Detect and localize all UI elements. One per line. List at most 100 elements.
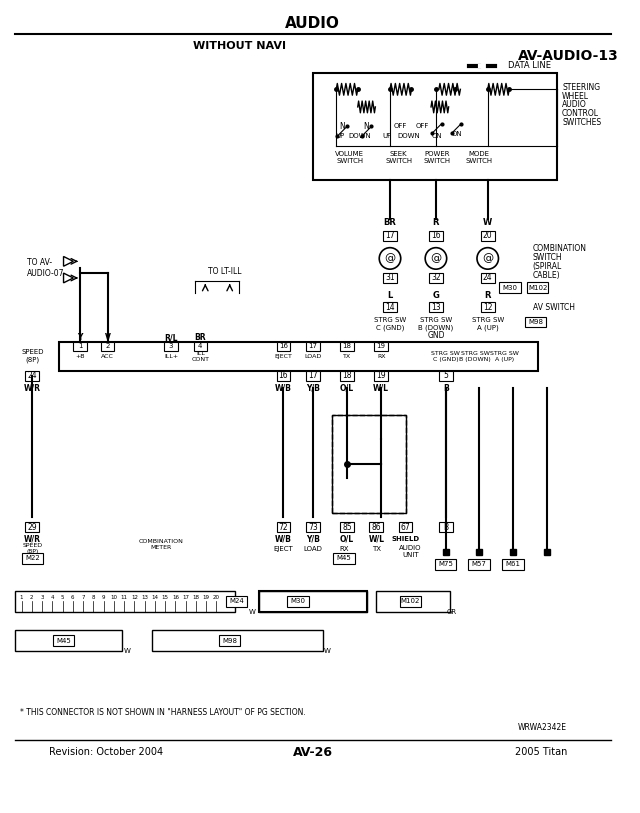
Bar bbox=[276, 522, 291, 532]
Text: @: @ bbox=[482, 254, 493, 263]
Text: W/B: W/B bbox=[275, 534, 292, 543]
Bar bbox=[527, 282, 548, 293]
Text: POWER
SWITCH: POWER SWITCH bbox=[423, 151, 451, 164]
Text: 17: 17 bbox=[308, 343, 317, 350]
Text: Y: Y bbox=[77, 333, 83, 342]
Text: 16: 16 bbox=[278, 372, 288, 380]
Text: 2005 Titan: 2005 Titan bbox=[515, 747, 567, 757]
Bar bbox=[499, 282, 521, 293]
Text: OFF: OFF bbox=[415, 124, 429, 129]
Text: WRWA2342E: WRWA2342E bbox=[518, 723, 567, 732]
Bar bbox=[435, 559, 456, 570]
Bar bbox=[259, 591, 367, 612]
Bar bbox=[525, 316, 547, 328]
Text: STRG SW: STRG SW bbox=[420, 317, 452, 323]
Bar bbox=[429, 302, 443, 312]
Text: 13: 13 bbox=[431, 302, 441, 312]
Bar bbox=[340, 341, 354, 351]
Bar bbox=[52, 635, 74, 646]
Text: 19: 19 bbox=[203, 595, 210, 600]
Text: GND: GND bbox=[427, 331, 445, 340]
Text: 16: 16 bbox=[431, 232, 441, 241]
Bar bbox=[152, 630, 323, 651]
Text: 5: 5 bbox=[444, 372, 448, 380]
Text: ILL
CONT: ILL CONT bbox=[191, 350, 209, 362]
Bar bbox=[26, 522, 39, 532]
Text: COMBINATION: COMBINATION bbox=[532, 244, 587, 253]
Text: 24: 24 bbox=[483, 273, 493, 282]
Text: R: R bbox=[484, 291, 491, 300]
Text: CONTROL: CONTROL bbox=[562, 109, 599, 118]
Text: N: N bbox=[364, 122, 369, 131]
Text: 20: 20 bbox=[483, 232, 493, 241]
Text: 3: 3 bbox=[169, 343, 173, 350]
Text: DOWN: DOWN bbox=[348, 133, 371, 139]
Bar bbox=[74, 341, 87, 351]
Text: CABLE): CABLE) bbox=[532, 271, 560, 280]
Text: 2: 2 bbox=[30, 595, 33, 600]
Text: SPEED
(8P): SPEED (8P) bbox=[22, 543, 42, 554]
Bar bbox=[340, 522, 354, 532]
Text: LOAD: LOAD bbox=[303, 546, 322, 552]
Text: V: V bbox=[104, 333, 111, 342]
Text: 20: 20 bbox=[213, 595, 220, 600]
Text: OFF: OFF bbox=[394, 124, 408, 129]
Text: +B: +B bbox=[76, 354, 85, 359]
Text: 11: 11 bbox=[120, 595, 127, 600]
Bar bbox=[429, 273, 443, 283]
Text: STEERING: STEERING bbox=[562, 83, 600, 92]
Text: (SPIRAL: (SPIRAL bbox=[532, 262, 562, 271]
Text: W: W bbox=[249, 609, 255, 615]
Bar bbox=[313, 72, 557, 180]
Text: W/L: W/L bbox=[368, 534, 384, 543]
Text: 19: 19 bbox=[377, 343, 386, 350]
Bar bbox=[276, 371, 291, 380]
Text: SPEED
(8P): SPEED (8P) bbox=[21, 350, 44, 363]
Text: M98: M98 bbox=[528, 319, 543, 325]
Bar bbox=[376, 591, 450, 612]
Text: 10: 10 bbox=[110, 595, 117, 600]
Text: 6: 6 bbox=[71, 595, 75, 600]
Text: 86: 86 bbox=[371, 523, 381, 532]
Bar bbox=[399, 522, 412, 532]
Bar bbox=[100, 341, 115, 351]
Text: 67: 67 bbox=[401, 523, 410, 532]
Text: Y/B: Y/B bbox=[306, 534, 320, 543]
Text: W/L: W/L bbox=[373, 384, 389, 393]
Text: SWITCHES: SWITCHES bbox=[562, 118, 601, 127]
Bar bbox=[26, 371, 39, 380]
Polygon shape bbox=[63, 256, 74, 266]
Text: AV-26: AV-26 bbox=[292, 746, 333, 759]
Text: TO AV-
AUDIO-07: TO AV- AUDIO-07 bbox=[28, 259, 65, 278]
Text: A (UP): A (UP) bbox=[477, 324, 499, 331]
Text: 5: 5 bbox=[61, 595, 64, 600]
Text: M98: M98 bbox=[222, 637, 237, 644]
Text: SHIELD: SHIELD bbox=[392, 536, 420, 542]
Text: BR: BR bbox=[195, 333, 206, 342]
Text: 18: 18 bbox=[342, 343, 351, 350]
Text: ON: ON bbox=[431, 133, 442, 139]
Bar bbox=[15, 630, 122, 651]
Text: STRG SW
A (UP): STRG SW A (UP) bbox=[490, 350, 519, 362]
Text: B (DOWN): B (DOWN) bbox=[419, 324, 454, 331]
Text: M75: M75 bbox=[438, 561, 453, 567]
Bar bbox=[332, 415, 406, 512]
Text: O/L: O/L bbox=[340, 534, 354, 543]
Bar bbox=[306, 341, 319, 351]
Text: 9: 9 bbox=[102, 595, 106, 600]
Text: AUDIO: AUDIO bbox=[562, 101, 587, 110]
Bar bbox=[429, 231, 443, 241]
Text: 16: 16 bbox=[279, 343, 288, 350]
Text: L: L bbox=[387, 291, 392, 300]
Text: 73: 73 bbox=[308, 523, 317, 532]
Text: 8: 8 bbox=[92, 595, 95, 600]
Bar bbox=[306, 522, 319, 532]
Text: 14: 14 bbox=[385, 302, 395, 312]
Text: C (GND): C (GND) bbox=[376, 324, 404, 331]
Bar bbox=[374, 341, 388, 351]
Text: 14: 14 bbox=[152, 595, 159, 600]
Bar bbox=[332, 415, 406, 512]
Bar bbox=[259, 591, 367, 612]
Text: 18: 18 bbox=[342, 372, 352, 380]
Bar bbox=[306, 371, 319, 380]
